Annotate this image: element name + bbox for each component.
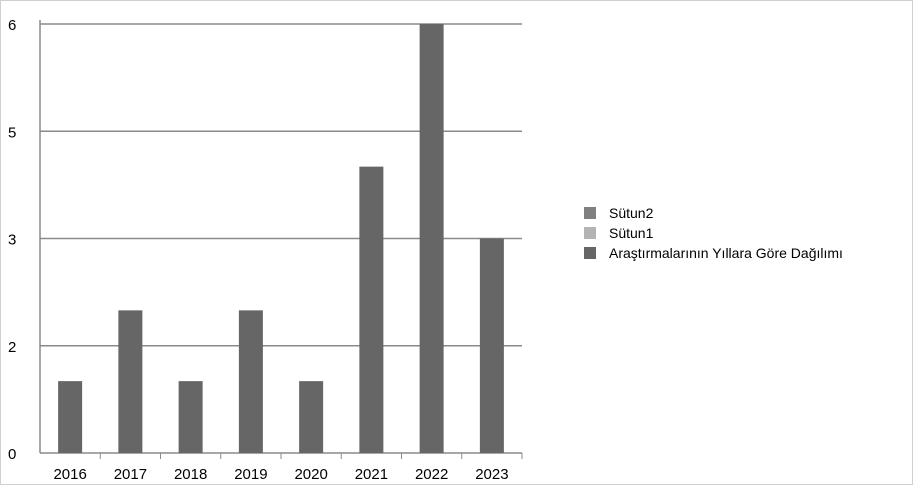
y-tick-label: 2 (8, 339, 16, 356)
x-tick-label: 2022 (415, 466, 448, 483)
bar (178, 381, 203, 453)
legend: Sütun2 Sütun1 Araştırmalarının Yıllara G… (584, 203, 843, 263)
legend-item-series-main: Araştırmalarının Yıllara Göre Dağılımı (584, 243, 843, 263)
legend-label: Araştırmalarının Yıllara Göre Dağılımı (609, 245, 843, 261)
legend-item-sutun2: Sütun2 (584, 203, 843, 223)
bar (58, 381, 83, 453)
x-tick-label: 2020 (294, 466, 327, 483)
y-tick-label: 5 (8, 124, 16, 141)
legend-label: Sütun2 (609, 205, 654, 221)
y-tick-label: 3 (8, 232, 16, 249)
bar (419, 24, 444, 453)
x-tick-label: 2019 (234, 466, 267, 483)
bar (299, 381, 324, 453)
x-tick-label: 2016 (53, 466, 86, 483)
bar (479, 238, 504, 453)
x-tick-label: 2018 (174, 466, 207, 483)
legend-swatch (584, 207, 596, 219)
bar (118, 310, 143, 453)
x-tick-label: 2023 (475, 466, 508, 483)
x-tick-label: 2021 (355, 466, 388, 483)
legend-item-sutun1: Sütun1 (584, 223, 843, 243)
y-tick-label: 6 (8, 17, 16, 34)
legend-swatch (584, 247, 596, 259)
bar (238, 310, 263, 453)
y-tick-label: 0 (8, 446, 16, 463)
legend-swatch (584, 227, 596, 239)
x-tick-label: 2017 (114, 466, 147, 483)
bar (359, 166, 384, 453)
legend-label: Sütun1 (609, 225, 654, 241)
